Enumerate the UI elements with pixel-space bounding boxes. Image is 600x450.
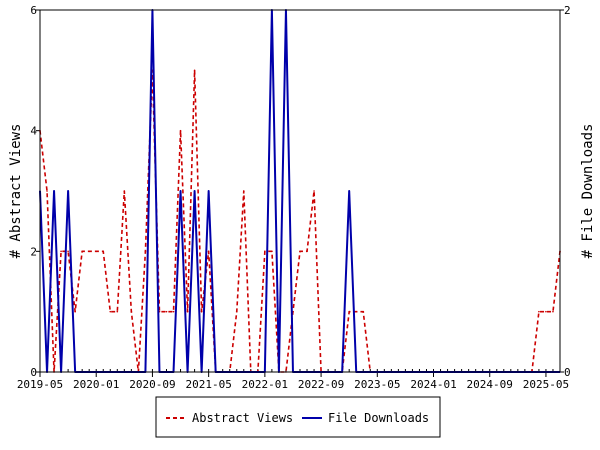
- x-tick-label: 2021-05: [185, 378, 231, 391]
- x-ticks: 2019-05 2020-01 2020-09 2021-05 2022-01 2022-…: [17, 369, 569, 391]
- y-right-tick-label: 2: [564, 4, 571, 17]
- data-point-abstract-views: [102, 250, 105, 253]
- x-tick-label: 2019-05: [17, 378, 63, 391]
- data-point-abstract-views: [123, 190, 126, 192]
- y-left-tick-label: 6: [30, 4, 37, 17]
- data-point-abstract-views: [74, 310, 76, 313]
- data-point-abstract-views: [165, 310, 168, 313]
- y-left-tick-label: 2: [30, 245, 37, 258]
- y-left-tick-label: 0: [30, 366, 37, 379]
- x-tick-label: 2022-09: [298, 378, 344, 391]
- data-point-file-downloads: [193, 190, 196, 192]
- data-point-abstract-views: [116, 310, 119, 313]
- y-right-tick-label: 0: [564, 366, 571, 379]
- data-point-abstract-views: [130, 310, 133, 313]
- data-point-abstract-views: [264, 250, 266, 253]
- data-point-abstract-views: [207, 250, 210, 253]
- data-point-abstract-views: [46, 190, 48, 192]
- legend-label-file-downloads: File Downloads: [328, 411, 429, 425]
- y-left-ticks: 0 2 4 6: [30, 4, 40, 379]
- y-right-axis-title: # File Downloads: [580, 124, 596, 259]
- data-point-file-downloads: [179, 190, 182, 192]
- data-point-abstract-views: [200, 310, 203, 313]
- plot-area: [40, 10, 560, 372]
- x-tick-label: 2023-05: [354, 378, 400, 391]
- legend-label-abstract-views: Abstract Views: [192, 411, 293, 425]
- data-point-abstract-views: [313, 190, 315, 192]
- data-point-abstract-views: [144, 250, 147, 253]
- y-left-axis-title: # Abstract Views: [8, 124, 24, 259]
- data-point-abstract-views: [95, 250, 98, 253]
- x-tick-label: 2025-05: [523, 378, 569, 391]
- data-point-abstract-views: [60, 250, 62, 253]
- data-point-abstract-views: [109, 310, 112, 313]
- data-point-file-downloads: [207, 190, 210, 192]
- legend-box: [155, 396, 441, 438]
- data-point-abstract-views: [552, 310, 554, 313]
- data-point-abstract-views: [179, 129, 182, 132]
- data-point-abstract-views: [545, 310, 547, 313]
- plot-frame: [39, 9, 561, 373]
- data-point-abstract-views: [362, 310, 365, 313]
- data-point-file-downloads: [67, 190, 69, 192]
- data-point-abstract-views: [81, 250, 83, 253]
- data-point-abstract-views: [242, 190, 245, 192]
- data-point-file-downloads: [53, 190, 55, 192]
- data-point-abstract-views: [235, 310, 238, 313]
- data-point-abstract-views: [538, 310, 540, 313]
- x-tick-label: 2024-01: [410, 378, 456, 391]
- data-point-abstract-views: [348, 310, 350, 313]
- data-point-abstract-views: [172, 310, 175, 313]
- data-point-file-downloads: [348, 190, 350, 192]
- data-point-abstract-views: [67, 250, 69, 253]
- y-left-tick-label: 4: [30, 125, 37, 138]
- data-point-abstract-views: [355, 310, 358, 313]
- data-point-abstract-views: [193, 69, 196, 72]
- data-point-abstract-views: [299, 250, 301, 253]
- y-right-ticks: 02: [560, 4, 571, 379]
- x-tick-label: 2020-01: [73, 378, 119, 391]
- x-tick-label: 2022-01: [242, 378, 288, 391]
- x-tick-label: 2024-09: [467, 378, 513, 391]
- data-point-abstract-views: [271, 250, 273, 253]
- data-point-abstract-views: [186, 310, 189, 313]
- data-point-abstract-views: [88, 250, 90, 253]
- legend: Abstract Views File Downloads: [155, 396, 441, 438]
- data-point-abstract-views: [306, 250, 308, 253]
- x-tick-label: 2020-09: [129, 378, 175, 391]
